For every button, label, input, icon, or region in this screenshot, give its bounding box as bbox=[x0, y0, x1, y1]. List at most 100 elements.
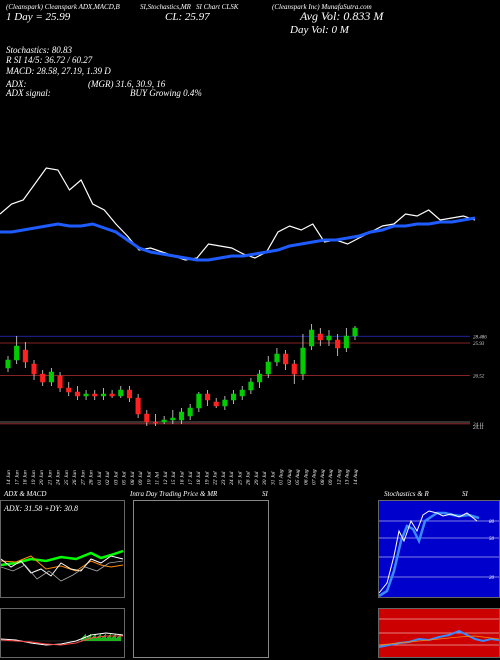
macd-histogram-bar bbox=[90, 634, 91, 641]
candle-body bbox=[213, 401, 219, 407]
date-tick-label: 31 Jul bbox=[270, 471, 276, 486]
macd-histogram-bar bbox=[89, 635, 90, 641]
date-tick-label: 12 Jul bbox=[163, 471, 169, 485]
date-tick-label: 26 Jun bbox=[72, 470, 78, 485]
macd-histogram-bar bbox=[108, 636, 109, 641]
candle-body bbox=[309, 329, 315, 347]
candle-body bbox=[335, 339, 341, 349]
macd-histogram-bar bbox=[104, 635, 105, 641]
date-tick-label: 01 Aug bbox=[279, 469, 285, 485]
date-tick-label: 20 Jun bbox=[39, 470, 45, 485]
candle-body bbox=[300, 347, 306, 375]
macd-histogram-bar bbox=[107, 637, 108, 641]
price-level-label: 26.52 bbox=[473, 375, 485, 380]
macd-histogram-bar bbox=[99, 635, 100, 641]
date-tick-label: 18 Jul bbox=[196, 471, 202, 485]
macd-histogram-bar bbox=[106, 638, 107, 641]
date-tick-label: 16 Jul bbox=[180, 471, 186, 485]
macd-histogram-bar bbox=[115, 634, 116, 641]
candle-body bbox=[204, 393, 211, 401]
date-tick-label: 25 Jun bbox=[64, 470, 70, 485]
intraday-panel bbox=[133, 500, 269, 658]
candle-body bbox=[135, 397, 141, 415]
macd-histogram-bar bbox=[109, 635, 110, 641]
adx-macd-panel-title: ADX & MACD bbox=[4, 490, 47, 498]
svg-text:80: 80 bbox=[489, 520, 495, 525]
candle-body bbox=[291, 363, 297, 375]
price-series-line bbox=[0, 167, 476, 261]
header-title-c: (Cleanspark Inc) MunafaSutra.com bbox=[272, 3, 372, 11]
date-tick-label: 02 Aug bbox=[287, 469, 293, 485]
candle-body bbox=[274, 353, 280, 363]
date-tick-label: 01 Jul bbox=[97, 471, 103, 485]
candle-body bbox=[317, 333, 323, 341]
date-tick-label: 06 Aug bbox=[303, 469, 309, 485]
header-title-left: (Cleanspark) Cleanspark ADX,MACD,B bbox=[6, 3, 120, 11]
macd-histogram-bar bbox=[93, 636, 94, 641]
macd-histogram-bar bbox=[91, 638, 92, 641]
macd-histogram-bar bbox=[113, 636, 114, 641]
date-tick-label: 17 Jun bbox=[14, 470, 20, 485]
date-tick-label: 05 Aug bbox=[295, 469, 301, 485]
macd-histogram-bar bbox=[119, 635, 120, 641]
date-tick-label: 26 Jul bbox=[246, 471, 252, 485]
candle-body bbox=[144, 413, 150, 423]
macd-histogram-bar bbox=[101, 638, 102, 641]
candle-body bbox=[170, 417, 176, 421]
candle-body bbox=[231, 393, 237, 401]
header-day-vol: Day Vol: 0 M bbox=[290, 24, 349, 36]
rsi-panel bbox=[378, 608, 500, 658]
candle-body bbox=[343, 335, 349, 349]
intraday-panel-title: Intra Day Trading Price & MR bbox=[130, 490, 218, 498]
macd-histogram-bar bbox=[117, 637, 118, 641]
header-close-value: CL: 25.97 bbox=[165, 11, 210, 23]
candle-body bbox=[178, 411, 185, 421]
candle-body bbox=[109, 393, 115, 397]
header-title-b: SI Chart CLSK bbox=[196, 3, 239, 11]
macd-histogram-bar bbox=[102, 637, 103, 641]
macd-histogram-bar bbox=[111, 638, 112, 641]
macd-histogram-bar bbox=[112, 637, 113, 641]
date-tick-label: 14 Aug bbox=[352, 469, 359, 485]
candle-body bbox=[100, 393, 106, 397]
candle-body bbox=[152, 421, 159, 424]
svg-text:20: 20 bbox=[489, 576, 495, 581]
macd-histogram-bar bbox=[81, 638, 82, 641]
candle-body bbox=[31, 363, 37, 375]
date-tick-label: 09 Jul bbox=[138, 471, 144, 485]
macd-histogram-bar bbox=[96, 638, 97, 641]
macd-histogram-bar bbox=[98, 636, 99, 641]
candle-body bbox=[22, 349, 28, 363]
date-tick-label: 08 Jul bbox=[130, 471, 136, 485]
header-title-a: SI,Stochastics,MR bbox=[140, 3, 191, 11]
date-tick-label: 05 Jul bbox=[122, 471, 128, 485]
candle-body bbox=[83, 393, 89, 397]
candle-body bbox=[283, 353, 289, 365]
stochastics-readout: Stochastics: 80.83 bbox=[6, 45, 72, 55]
macd-histogram-bar bbox=[97, 637, 98, 641]
date-tick-label: 24 Jun bbox=[55, 470, 62, 485]
macd-panel-lines bbox=[1, 632, 124, 646]
price-level-label: 28.486 bbox=[473, 335, 487, 340]
stoch-panel-si: SI bbox=[462, 490, 468, 498]
candle-body bbox=[74, 391, 80, 397]
candle-body bbox=[326, 335, 332, 341]
date-tick-label: 08 Aug bbox=[320, 469, 326, 485]
date-tick-label: 13 Aug bbox=[345, 469, 351, 485]
macd-histogram-bar bbox=[103, 636, 104, 641]
candle-body bbox=[5, 359, 11, 369]
date-tick-label: 02 Jul bbox=[105, 471, 111, 485]
candle-body bbox=[48, 371, 54, 383]
date-tick-label: 09 Aug bbox=[328, 469, 334, 485]
moving-average-line bbox=[0, 216, 476, 262]
date-tick-label: 22 Jul bbox=[213, 471, 219, 485]
candle-body bbox=[239, 389, 245, 397]
rsi-readout: R SI 14/5: 36.72 / 60.27 bbox=[6, 55, 93, 65]
stoch-panel-title: Stochastics & R bbox=[384, 490, 429, 498]
candle-body bbox=[222, 399, 228, 407]
date-tick-label: 23 Jul bbox=[221, 471, 227, 485]
macd-histogram-bar bbox=[92, 637, 93, 641]
candle-body bbox=[126, 389, 133, 399]
candle-body bbox=[257, 373, 263, 383]
